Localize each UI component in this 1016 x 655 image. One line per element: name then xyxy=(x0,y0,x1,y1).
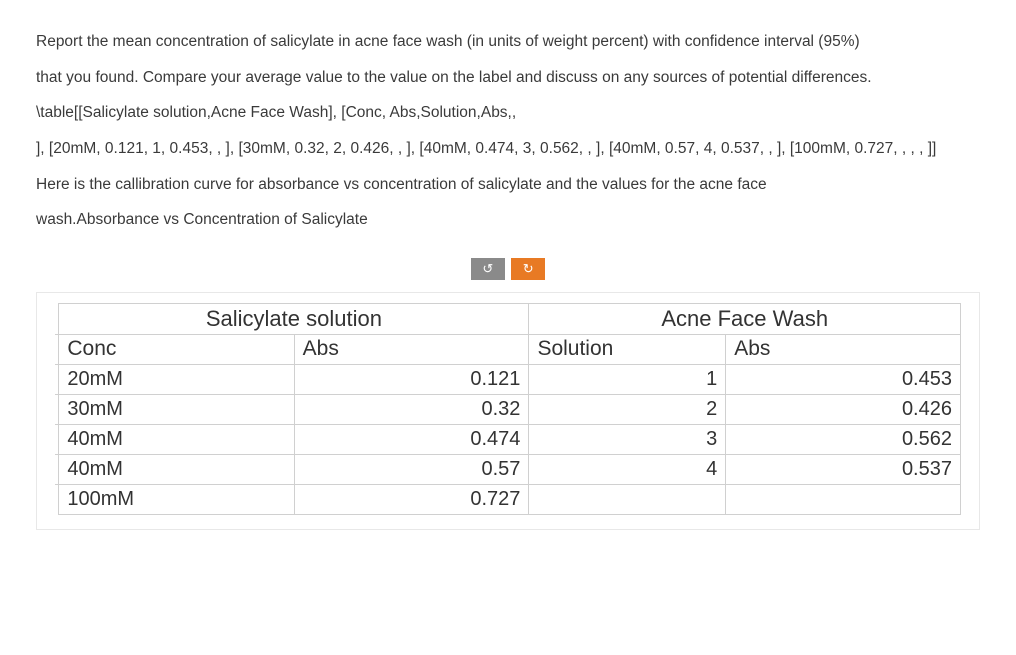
data-table: Salicylate solution Acne Face Wash Conc … xyxy=(55,303,961,515)
col-header-conc: Conc xyxy=(59,334,294,364)
cell-sol: 3 xyxy=(529,424,726,454)
undo-button[interactable]: ↺ xyxy=(471,258,505,280)
data-table-container: Salicylate solution Acne Face Wash Conc … xyxy=(36,292,980,530)
table-row: 30mM 0.32 2 0.426 xyxy=(55,394,961,424)
redo-button[interactable]: ↻ xyxy=(511,258,545,280)
cell-abs2: 0.426 xyxy=(726,394,961,424)
table-group-header: Salicylate solution Acne Face Wash xyxy=(55,303,961,334)
cell-sol: 2 xyxy=(529,394,726,424)
cell-abs2: 0.562 xyxy=(726,424,961,454)
cell-sol: 1 xyxy=(529,364,726,394)
table-row: 20mM 0.121 1 0.453 xyxy=(55,364,961,394)
problem-line: ], [20mM, 0.121, 1, 0.453, , ], [30mM, 0… xyxy=(36,140,936,157)
problem-line: wash.Absorbance vs Concentration of Sali… xyxy=(36,211,368,228)
cell-abs1: 0.57 xyxy=(294,454,529,484)
group-header-acne: Acne Face Wash xyxy=(529,303,961,334)
col-header-abs1: Abs xyxy=(294,334,529,364)
cell-abs2: 0.537 xyxy=(726,454,961,484)
cell-sol xyxy=(529,484,726,514)
cell-abs1: 0.727 xyxy=(294,484,529,514)
group-header-salicylate: Salicylate solution xyxy=(59,303,529,334)
problem-line: \table[[Salicylate solution,Acne Face Wa… xyxy=(36,104,516,121)
cell-abs1: 0.121 xyxy=(294,364,529,394)
table-column-header: Conc Abs Solution Abs xyxy=(55,334,961,364)
cell-abs2 xyxy=(726,484,961,514)
table-row: 100mM 0.727 xyxy=(55,484,961,514)
cell-conc: 40mM xyxy=(59,424,294,454)
cell-conc: 100mM xyxy=(59,484,294,514)
problem-statement: Report the mean concentration of salicyl… xyxy=(36,24,980,238)
cell-sol: 4 xyxy=(529,454,726,484)
cell-conc: 40mM xyxy=(59,454,294,484)
cell-abs1: 0.474 xyxy=(294,424,529,454)
problem-line: Report the mean concentration of salicyl… xyxy=(36,33,860,50)
cell-conc: 30mM xyxy=(59,394,294,424)
cell-conc: 20mM xyxy=(59,364,294,394)
col-header-abs2: Abs xyxy=(726,334,961,364)
table-row: 40mM 0.57 4 0.537 xyxy=(55,454,961,484)
table-row: 40mM 0.474 3 0.562 xyxy=(55,424,961,454)
problem-line: Here is the callibration curve for absor… xyxy=(36,176,767,193)
cell-abs2: 0.453 xyxy=(726,364,961,394)
col-header-solution: Solution xyxy=(529,334,726,364)
toolbar: ↺ ↻ xyxy=(36,258,980,280)
problem-line: that you found. Compare your average val… xyxy=(36,69,872,86)
cell-abs1: 0.32 xyxy=(294,394,529,424)
